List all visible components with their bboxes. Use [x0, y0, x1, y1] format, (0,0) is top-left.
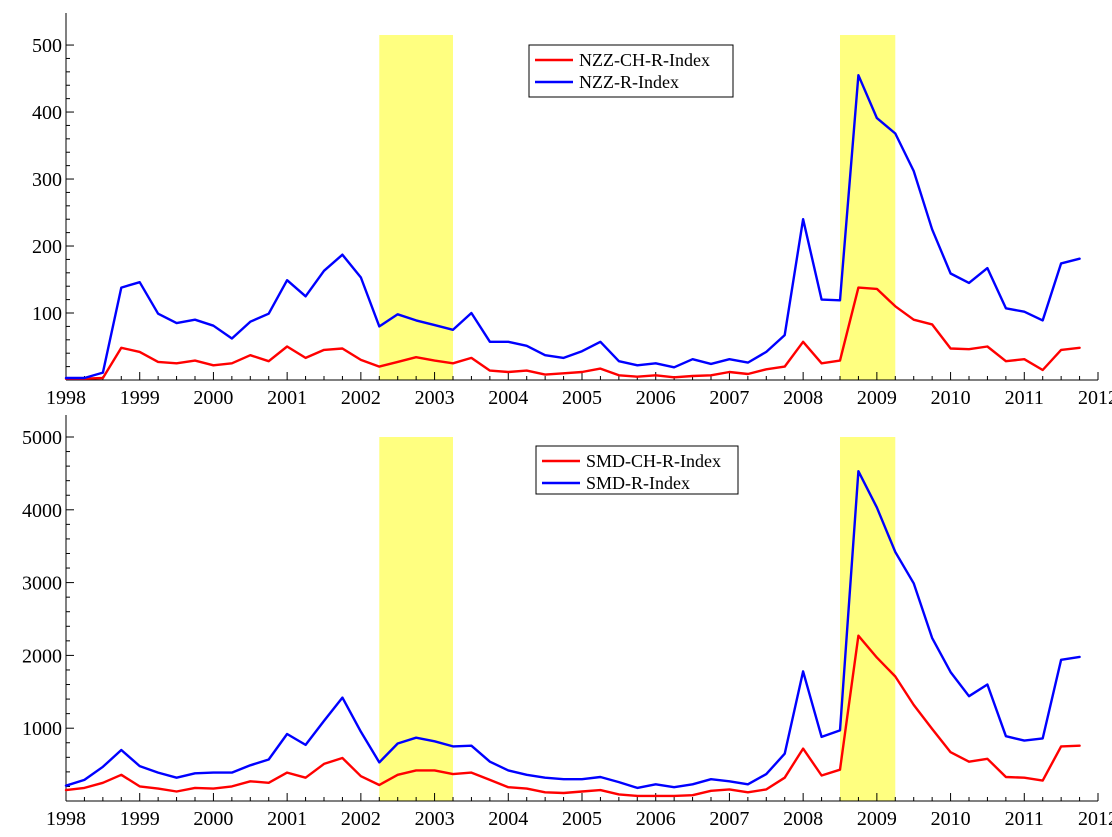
- x-tick-label: 2009: [857, 387, 897, 409]
- x-tick-label: 2008: [783, 808, 823, 830]
- y-tick-label: 400: [32, 102, 62, 124]
- y-tick-label: 500: [32, 35, 62, 57]
- x-tick-label: 2006: [636, 387, 676, 409]
- series-line-NZZ-CH-R-Index: [64, 286, 1081, 380]
- x-tick-label: 2000: [193, 808, 233, 830]
- x-tick-label: 2004: [488, 808, 528, 830]
- legend-label-SMD-CH-R-Index: SMD-CH-R-Index: [586, 451, 721, 471]
- x-tick-label: 2003: [415, 808, 455, 830]
- y-tick-label: 2000: [22, 645, 62, 667]
- chart-panel-1: 1998 1999 2000 2001 2002 2003 2004 2005 2006 2007…: [32, 13, 1112, 409]
- x-tick-label: 2002: [341, 387, 381, 409]
- x-tick-label: 2012: [1078, 808, 1112, 830]
- x-tick-label: 2007: [709, 808, 749, 830]
- x-tick-label: 1999: [120, 808, 160, 830]
- series-line-SMD-R-Index: [64, 470, 1081, 790]
- x-tick-label: 2006: [636, 808, 676, 830]
- shaded-period-1: [379, 35, 453, 380]
- x-tick-label: 2012: [1078, 387, 1112, 409]
- x-tick-label: 1998: [46, 387, 86, 409]
- y-tick-label: 1000: [22, 718, 62, 740]
- x-tick-label: 2010: [931, 387, 971, 409]
- x-tick-label: 2011: [1005, 808, 1044, 830]
- series-line-SMD-CH-R-Index: [64, 634, 1081, 798]
- y-tick-label: 4000: [22, 500, 62, 522]
- series-line-NZZ-R-Index: [64, 73, 1081, 380]
- legend-label-SMD-R-Index: SMD-R-Index: [586, 473, 690, 493]
- x-tick-label: 2001: [267, 808, 307, 830]
- x-tick-label: 2003: [415, 387, 455, 409]
- x-tick-label: 2007: [709, 387, 749, 409]
- legend-label-NZZ-R-Index: NZZ-R-Index: [579, 72, 679, 92]
- legend-label-NZZ-CH-R-Index: NZZ-CH-R-Index: [579, 50, 710, 70]
- shaded-period-2: [840, 437, 896, 801]
- x-tick-label: 1998: [46, 808, 86, 830]
- x-tick-label: 2005: [562, 387, 602, 409]
- y-tick-label: 5000: [22, 427, 62, 449]
- chart-panel-2: 1998 1999 2000 2001 2002 2003 2004 2005 2006 2007…: [22, 415, 1112, 830]
- legend-box: [528, 44, 734, 98]
- x-tick-label: 2010: [931, 808, 971, 830]
- y-tick-label: 3000: [22, 573, 62, 595]
- x-tick-label: 2005: [562, 808, 602, 830]
- x-tick-label: 2011: [1005, 387, 1044, 409]
- x-tick-label: 1999: [120, 387, 160, 409]
- x-tick-label: 2008: [783, 387, 823, 409]
- y-tick-label: 200: [32, 236, 62, 258]
- y-tick-label: 300: [32, 169, 62, 191]
- legend-box: [535, 445, 739, 495]
- x-tick-label: 2004: [488, 387, 528, 409]
- x-tick-label: 2000: [193, 387, 233, 409]
- y-tick-label: 100: [32, 303, 62, 325]
- shaded-period-1: [379, 437, 453, 801]
- x-tick-label: 2001: [267, 387, 307, 409]
- x-tick-label: 2002: [341, 808, 381, 830]
- x-tick-label: 2009: [857, 808, 897, 830]
